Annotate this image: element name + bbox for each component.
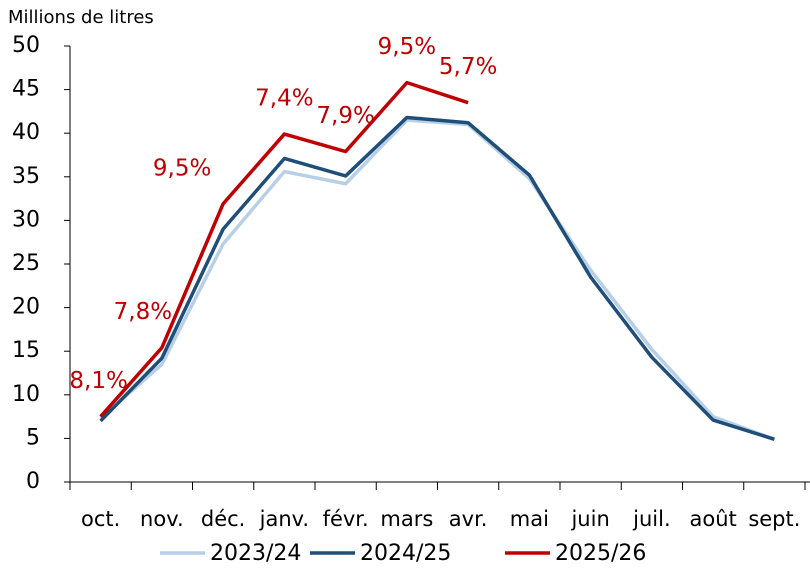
x-tick-label: oct. [81,507,120,531]
series-line [99,80,469,418]
data-annotation: 9,5% [378,34,436,60]
y-tick-label: 15 [12,338,40,363]
x-tick-label: févr. [323,507,369,531]
y-axis-label: Millions de litres [8,7,154,28]
data-annotation: 7,9% [316,103,374,129]
y-tick-label: 10 [12,382,40,407]
x-tick-label: déc. [201,507,245,531]
legend-label: 2024/25 [360,541,451,566]
y-tick-label: 25 [12,251,40,276]
series-line [99,115,775,441]
y-tick-label: 0 [26,469,40,494]
y-tick-label: 20 [12,295,40,320]
x-tick-label: mars [380,507,433,531]
x-tick-label: janv. [259,507,310,531]
y-tick-label: 45 [12,77,40,102]
x-tick-label: nov. [140,507,184,531]
data-annotation: 8,1% [69,368,127,394]
y-tick-label: 50 [12,33,40,58]
x-tick-label: avr. [449,507,488,531]
legend-label: 2025/26 [555,541,646,566]
y-tick-label: 40 [12,120,40,145]
x-tick-label: mai [510,507,549,531]
data-annotation: 7,8% [114,299,172,325]
y-tick-label: 35 [12,164,40,189]
data-annotation: 9,5% [153,155,211,181]
y-tick-label: 30 [12,207,40,232]
x-tick-label: sept. [748,507,800,531]
series-line [99,118,775,441]
legend-label: 2023/24 [210,541,301,566]
y-tick-label: 5 [26,425,40,450]
x-tick-label: juin [570,507,609,531]
data-annotation: 7,4% [255,86,313,112]
data-annotation: 5,7% [439,54,497,80]
x-tick-label: août [689,507,736,531]
x-tick-label: juil. [632,507,671,531]
